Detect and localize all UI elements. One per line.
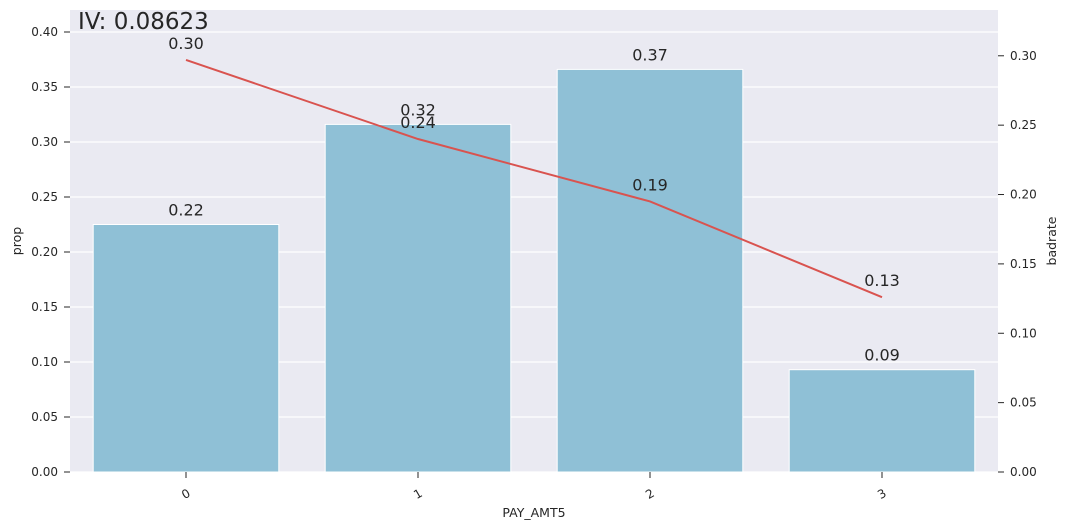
line-label-2: 0.19	[632, 175, 668, 194]
line-label-3: 0.13	[864, 271, 900, 290]
left-tick-label: 0.30	[31, 135, 58, 149]
x-tick-label: 2	[643, 486, 657, 502]
bar-label-1: 0.32	[400, 100, 436, 119]
bar-label-0: 0.22	[168, 201, 204, 220]
bar-2	[556, 68, 744, 473]
right-tick-label: 0.10	[1010, 326, 1037, 340]
right-tick-label: 0.25	[1010, 118, 1037, 132]
right-axis: 0.00 0.05 0.10 0.15 0.20 0.25 0.30	[998, 49, 1037, 479]
y-axis-left-label: prop	[9, 227, 24, 255]
left-tick-label: 0.40	[31, 25, 58, 39]
left-tick-label: 0.20	[31, 245, 58, 259]
right-tick-label: 0.00	[1010, 465, 1037, 479]
left-tick-label: 0.35	[31, 80, 58, 94]
x-tick-label: 1	[411, 486, 425, 502]
bar-label-3: 0.09	[864, 346, 900, 365]
x-tick-label: 0	[179, 486, 193, 502]
x-tick-label: 3	[875, 486, 889, 502]
bars	[92, 68, 976, 473]
right-tick-label: 0.15	[1010, 257, 1037, 271]
chart-title: IV: 0.08623	[78, 9, 209, 35]
right-tick-label: 0.20	[1010, 188, 1037, 202]
line-labels: 0.30 0.24 0.19 0.13	[168, 34, 900, 290]
x-axis: 0 1 2 3	[179, 472, 889, 502]
left-tick-label: 0.25	[31, 190, 58, 204]
bar-3	[788, 369, 976, 473]
bar-1	[324, 123, 512, 473]
y-axis-right-label: badrate	[1044, 216, 1059, 265]
x-axis-label: PAY_AMT5	[502, 505, 565, 520]
right-tick-label: 0.05	[1010, 396, 1037, 410]
bar-label-2: 0.37	[632, 45, 668, 64]
badrate-line	[185, 58, 883, 299]
badrate-series-line	[185, 58, 883, 299]
left-tick-label: 0.10	[31, 355, 58, 369]
left-tick-label: 0.15	[31, 300, 58, 314]
right-tick-label: 0.30	[1010, 49, 1037, 63]
bar-labels: 0.22 0.32 0.37 0.09	[168, 45, 900, 364]
left-tick-label: 0.05	[31, 410, 58, 424]
left-axis: 0.00 0.05 0.10 0.15 0.20 0.25 0.30 0.35 0.40	[31, 25, 70, 479]
bar-0	[92, 224, 280, 473]
line-label-1: 0.24	[400, 113, 436, 132]
line-label-0: 0.30	[168, 34, 204, 53]
left-tick-label: 0.00	[31, 465, 58, 479]
